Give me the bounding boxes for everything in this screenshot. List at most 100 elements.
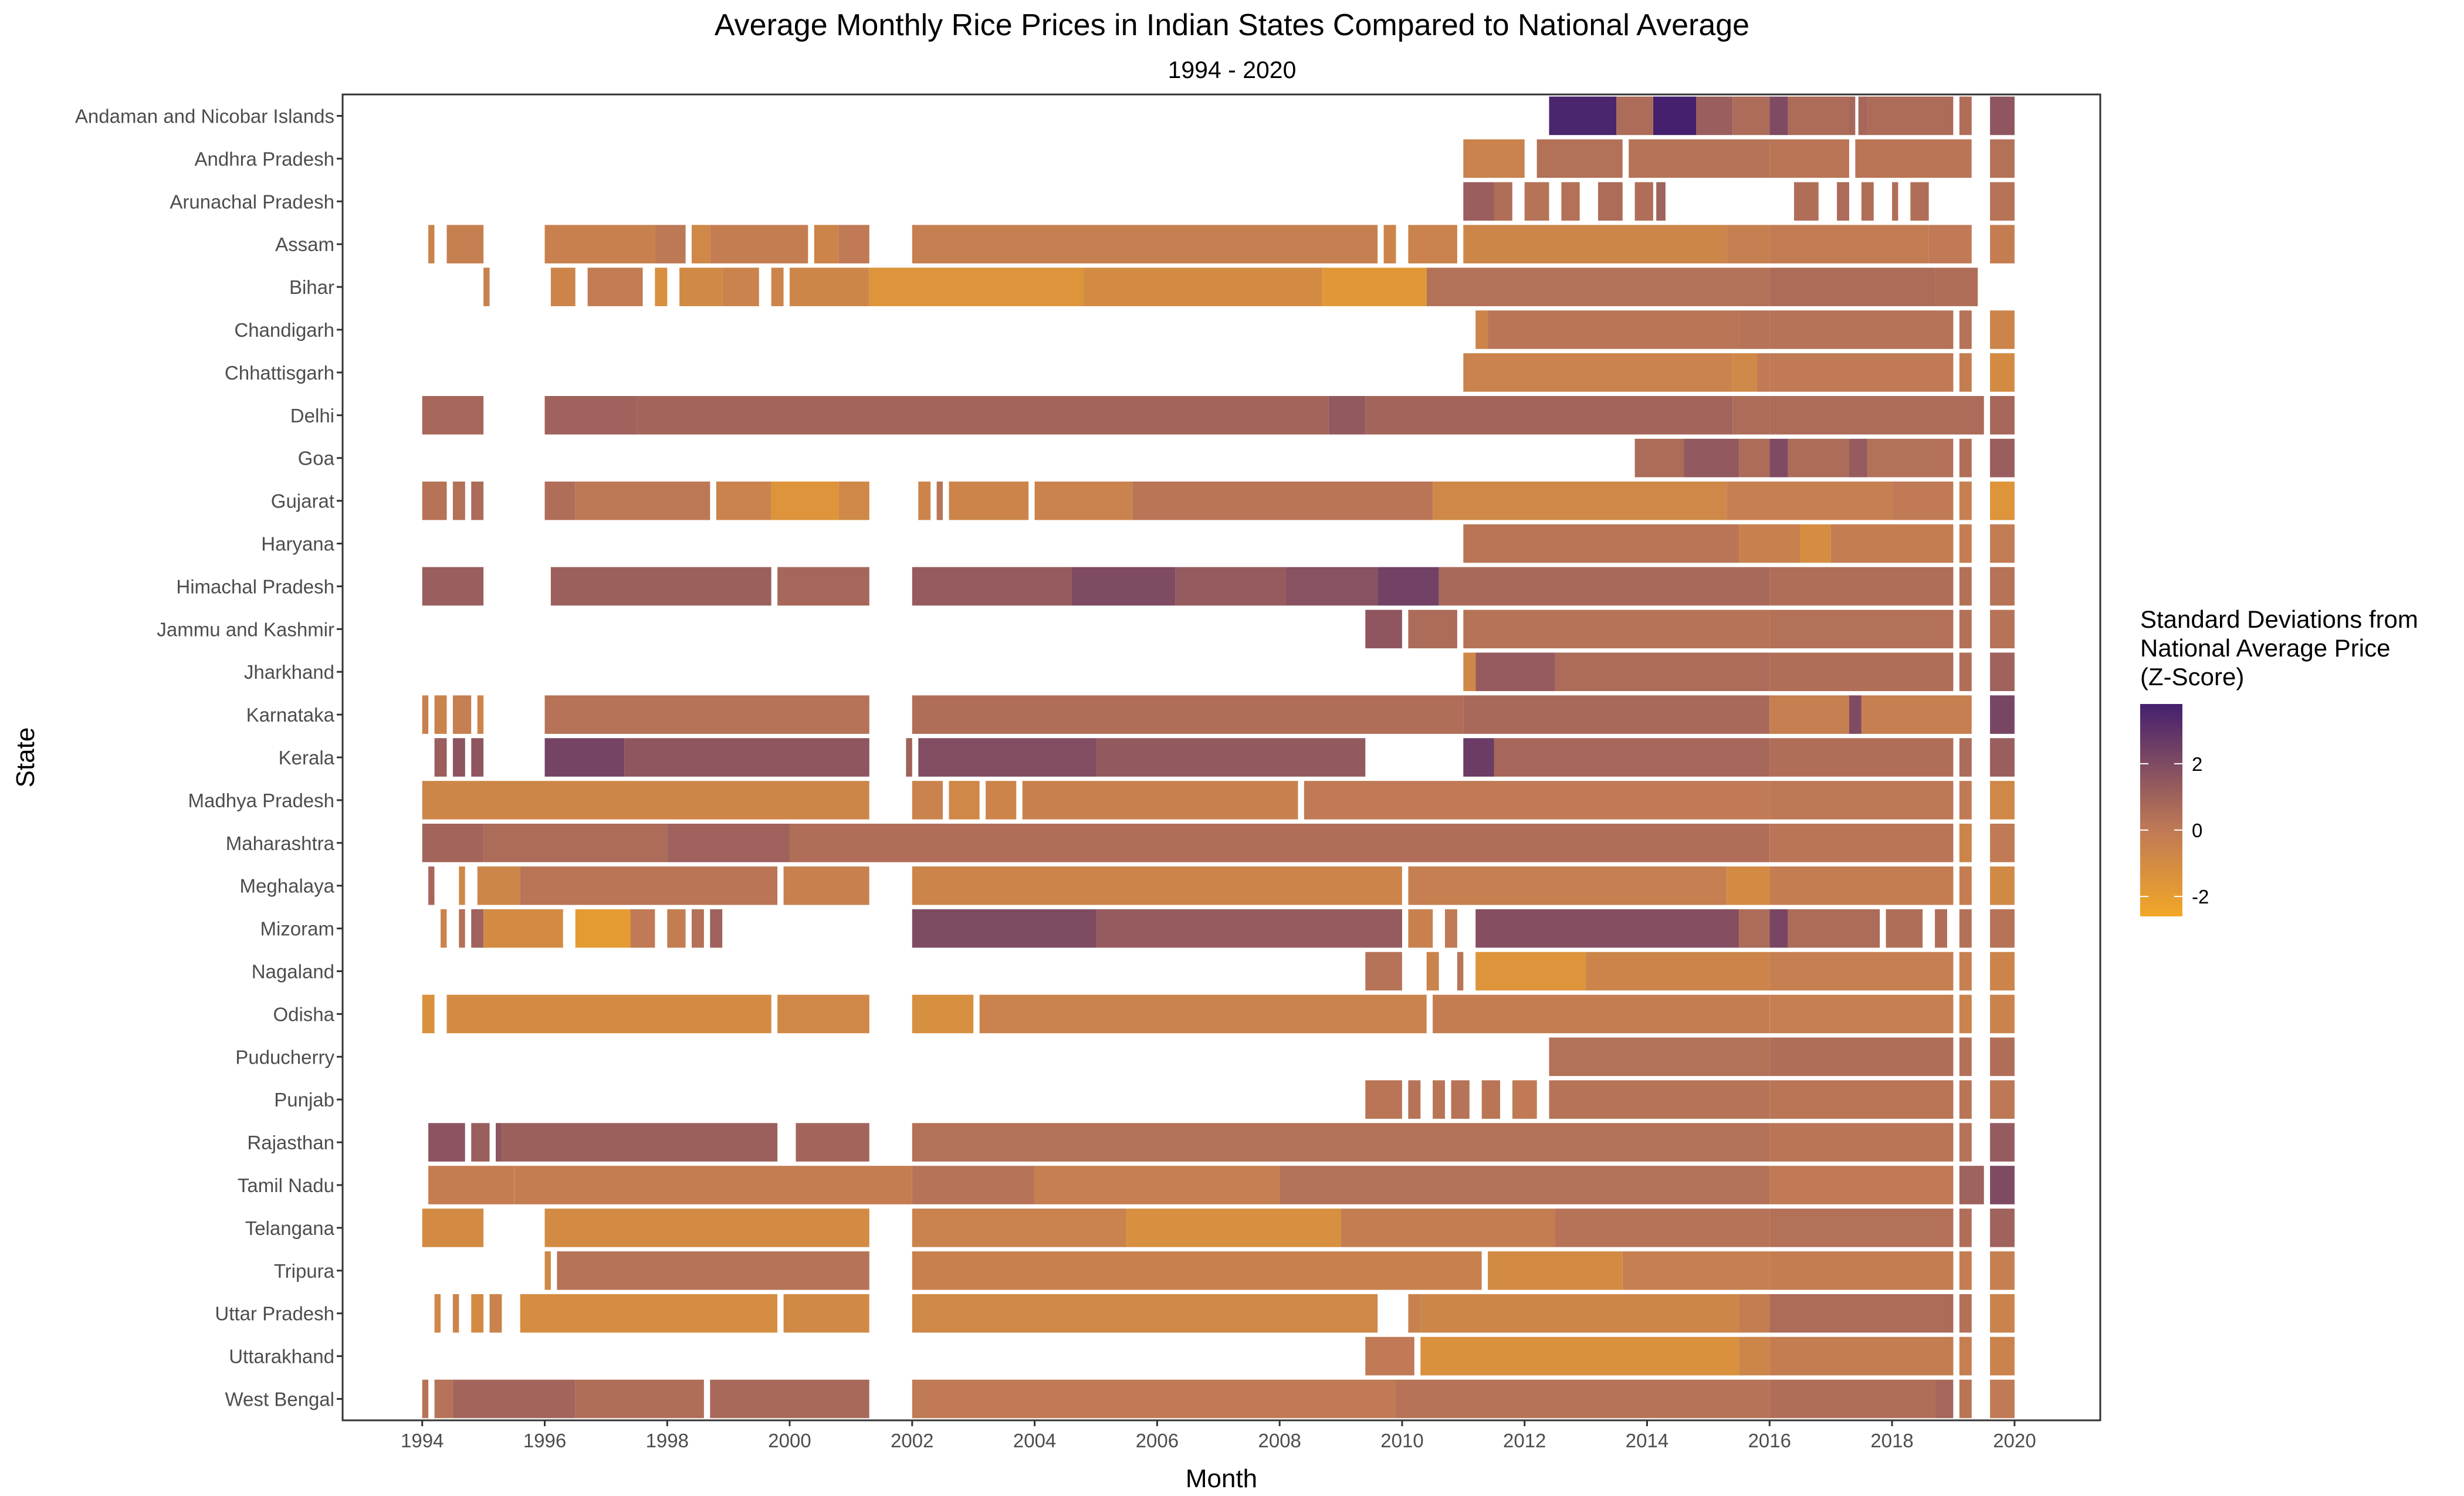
heatmap-cell: [1855, 139, 1972, 178]
heatmap-cell: [544, 396, 637, 435]
heatmap-cell: [716, 481, 771, 520]
heatmap-cell: [1769, 1209, 1954, 1247]
y-tick-label: Maharashtra: [226, 832, 335, 854]
heatmap-cell: [452, 738, 465, 777]
heatmap-cell: [489, 1294, 502, 1333]
heatmap-cell: [722, 268, 759, 306]
heatmap-cell: [1990, 96, 2015, 136]
heatmap-cell: [1445, 909, 1457, 948]
heatmap-cell: [1990, 182, 2015, 221]
heatmap-cell: [1433, 994, 1770, 1034]
heatmap-cell: [1990, 738, 2015, 777]
heatmap-cell: [1959, 1166, 1984, 1204]
heatmap-cell: [912, 909, 1096, 948]
heatmap-cell: [1769, 909, 1788, 948]
heatmap-cell: [1280, 1166, 1770, 1204]
heatmap-cell: [434, 695, 447, 734]
heatmap-cell: [1990, 1209, 2015, 1247]
heatmap-cell: [1739, 1294, 1770, 1333]
heatmap-cell: [422, 567, 484, 606]
heatmap-cell: [550, 268, 576, 306]
heatmap-cell: [1935, 1379, 1954, 1419]
heatmap-cell: [1861, 695, 1972, 734]
heatmap-cell: [624, 738, 869, 777]
heatmap-cell: [655, 225, 686, 263]
y-tick-label: Karnataka: [246, 704, 335, 726]
heatmap-cell: [1341, 1209, 1555, 1247]
heatmap-cell: [1598, 182, 1623, 221]
y-axis: Andaman and Nicobar Islands Andhra Prades…: [75, 106, 343, 1410]
heatmap-cell: [428, 866, 435, 905]
heatmap-cell: [1990, 824, 2015, 862]
heatmap-cell: [544, 1251, 551, 1290]
heatmap-cell: [1959, 353, 1972, 392]
y-tick-label: Uttarakhand: [229, 1346, 334, 1368]
heatmap-cell: [1463, 139, 1525, 178]
heatmap-cell: [1769, 738, 1954, 777]
heatmap-cell: [1990, 225, 2015, 263]
heatmap-cell: [1769, 268, 1935, 306]
heatmap-cell: [1849, 438, 1868, 478]
heatmap-cell: [1769, 438, 1788, 478]
heatmap-cell: [1959, 610, 1972, 649]
heatmap-cell: [1769, 866, 1954, 905]
heatmap-cell: [1990, 1294, 2015, 1333]
heatmap-cell: [1365, 1336, 1414, 1376]
x-tick-label: 1996: [523, 1430, 566, 1451]
heatmap-cell: [986, 781, 1017, 820]
heatmap-cell: [1408, 1080, 1421, 1119]
heatmap-cell: [1990, 438, 2015, 478]
heatmap-cell: [679, 268, 723, 306]
heatmap-cell: [655, 268, 668, 306]
heatmap-cell: [1426, 268, 1770, 306]
heatmap-cell: [710, 1379, 869, 1419]
heatmap-cell: [1727, 481, 1893, 520]
heatmap-cell: [1910, 182, 1929, 221]
heatmap-cell: [1634, 182, 1653, 221]
heatmap-cell: [1788, 909, 1880, 948]
heatmap-cell: [1739, 524, 1800, 563]
heatmap-cell: [710, 225, 808, 263]
heatmap-cell: [520, 1294, 778, 1333]
y-tick-label: Assam: [275, 233, 334, 255]
heatmap-cells: [422, 96, 2015, 1419]
heatmap-cell: [422, 824, 484, 862]
y-tick-label: Delhi: [290, 405, 334, 427]
heatmap-cell: [1990, 353, 2015, 392]
heatmap-cell: [1990, 909, 2015, 948]
heatmap-cell: [1959, 1379, 1972, 1419]
heatmap-cell: [1420, 1294, 1739, 1333]
heatmap-cell: [1990, 1123, 2015, 1162]
heatmap-cell: [936, 481, 943, 520]
heatmap-cell: [575, 909, 631, 948]
y-tick-label: Haryana: [261, 533, 334, 555]
legend-tick-label: 0: [2192, 820, 2202, 841]
heatmap-cell: [1656, 182, 1666, 221]
heatmap-cell: [1990, 567, 2015, 606]
heatmap-cell: [477, 866, 520, 905]
x-tick-label: 2008: [1258, 1430, 1301, 1451]
heatmap-cell: [1794, 182, 1819, 221]
heatmap-cell: [1463, 695, 1770, 734]
heatmap-cell: [1451, 1080, 1470, 1119]
heatmap-cell: [1524, 182, 1549, 221]
heatmap-cell: [912, 1251, 1482, 1290]
heatmap-cell: [1849, 96, 1856, 136]
heatmap-cell: [1886, 909, 1923, 948]
y-tick-label: Mizoram: [260, 918, 334, 940]
heatmap-cell: [1481, 1080, 1500, 1119]
x-tick-label: 2004: [1013, 1430, 1056, 1451]
heatmap-cell: [1408, 1294, 1421, 1333]
heatmap-cell: [1365, 610, 1402, 649]
heatmap-cell: [459, 866, 465, 905]
y-tick-label: Kerala: [279, 747, 335, 769]
heatmap-cell: [1959, 1037, 1972, 1077]
heatmap-cell: [1475, 952, 1586, 991]
heatmap-cell: [918, 738, 1096, 777]
heatmap-cell: [452, 1379, 576, 1419]
heatmap-cell: [1696, 96, 1733, 136]
heatmap-cell: [1463, 652, 1476, 691]
heatmap-cell: [1739, 909, 1770, 948]
heatmap-cell: [1034, 481, 1133, 520]
